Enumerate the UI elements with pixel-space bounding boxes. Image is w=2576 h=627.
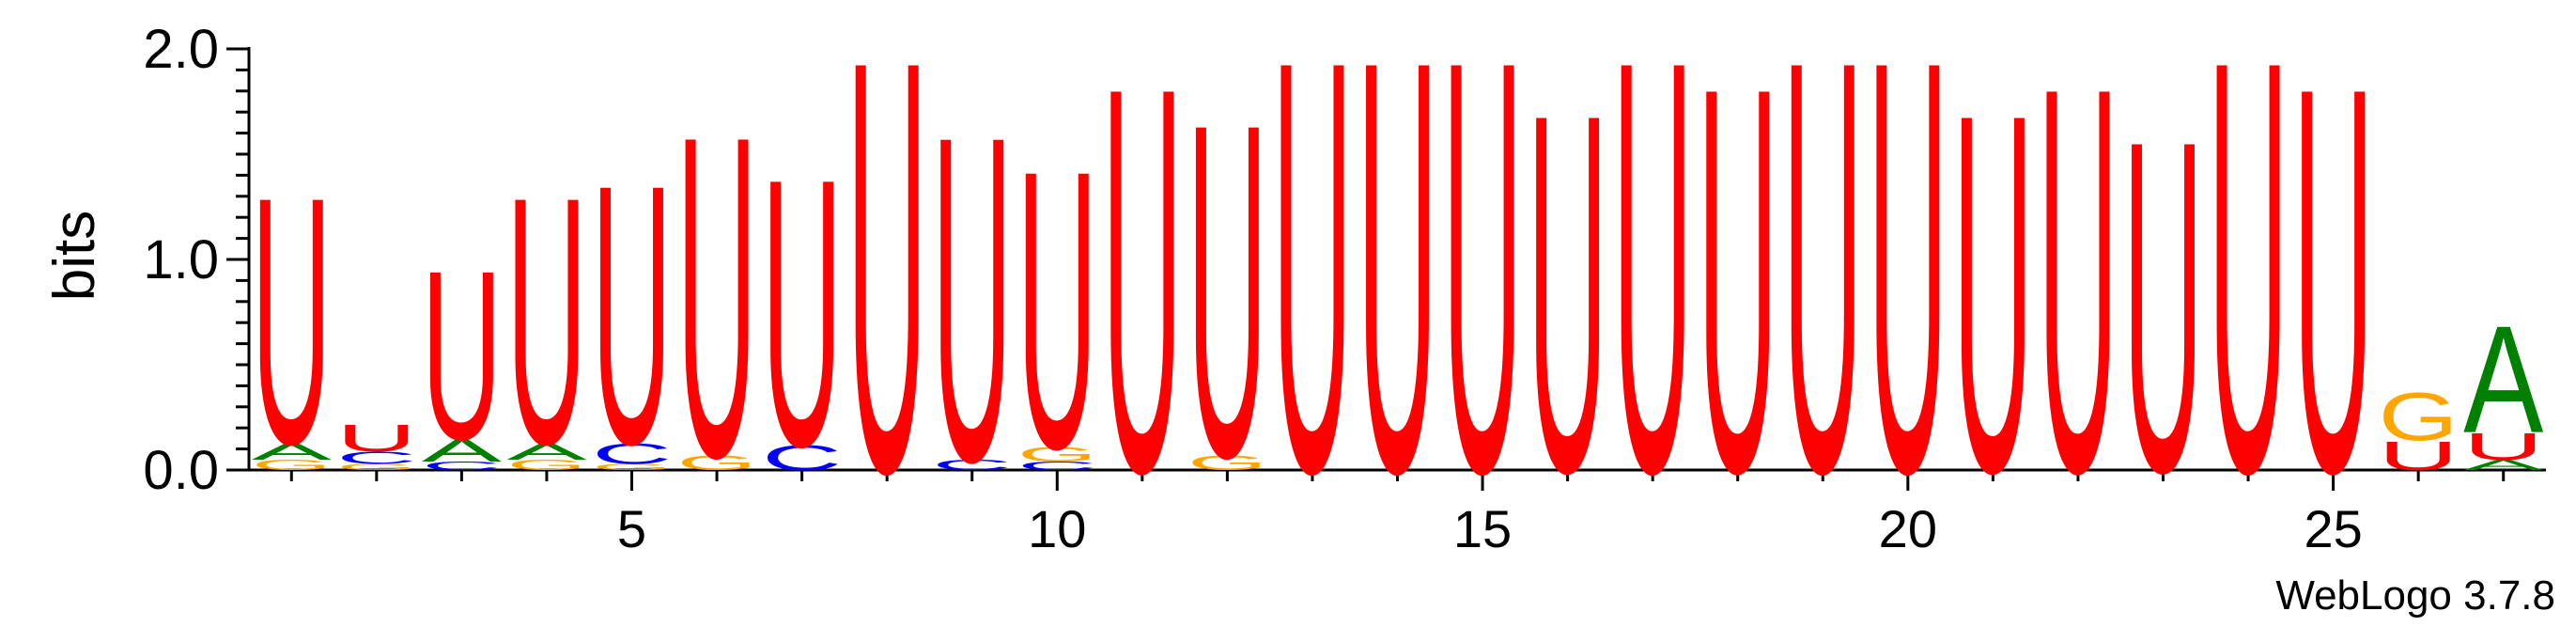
logo-letter-U: U <box>1102 0 1182 588</box>
logo-letter-G: G <box>592 462 672 472</box>
logo-letter-U: U <box>422 221 502 491</box>
logo-column: GU <box>676 41 756 553</box>
logo-letter-U: U <box>506 123 586 518</box>
logo-column: CGU <box>1017 87 1097 532</box>
logo-letter-G: G <box>506 457 586 474</box>
logo-letter-U: U <box>676 41 756 553</box>
logo-letter-C: C <box>592 437 672 470</box>
logo-letter-A: A <box>252 438 333 464</box>
logo-column: U <box>1272 0 1352 595</box>
logo-column: U <box>1868 0 1948 595</box>
logo-letter-U: U <box>336 416 416 460</box>
logo-letter-C: C <box>336 447 416 467</box>
logo-letter-U: U <box>2463 425 2543 468</box>
logo-letter-U: U <box>762 100 842 526</box>
logo-letter-U: U <box>1272 0 1352 595</box>
x-tick-label: 25 <box>2304 499 2362 558</box>
logo-column: UG <box>2379 379 2459 478</box>
logo-column: GCU <box>336 416 416 472</box>
logo-column: CU <box>762 100 842 526</box>
x-tick-label: 5 <box>617 499 646 558</box>
logo-letter-U: U <box>2379 433 2459 479</box>
logo-letter-U: U <box>2293 0 2373 588</box>
logo-column: U <box>2293 0 2373 588</box>
logo-letter-U: U <box>2038 0 2118 588</box>
logo-letter-U: U <box>932 40 1012 559</box>
y-tick-label: 2.0 <box>143 19 219 80</box>
axes-layer <box>226 47 2546 491</box>
logo-letter-U: U <box>1953 8 2033 579</box>
logo-letter-A: A <box>506 438 587 464</box>
logo-column: AUA <box>2463 294 2544 474</box>
logo-column: U <box>2208 0 2288 595</box>
logo-letter-U: U <box>1358 0 1437 595</box>
logo-letter-G: G <box>1187 451 1267 474</box>
logo-letter-G: G <box>677 451 757 474</box>
logo-letter-U: U <box>1017 87 1097 532</box>
logo-column: U <box>1698 0 1777 588</box>
logo-letter-U: U <box>252 123 332 518</box>
logo-letter-C: C <box>932 457 1012 473</box>
logo-column: U <box>1358 0 1437 595</box>
y-tick-label: 1.0 <box>143 229 219 290</box>
logo-column: GCU <box>592 108 672 522</box>
logo-column: U <box>1102 0 1182 588</box>
y-tick-label: 0.0 <box>143 440 219 501</box>
logo-letter-U: U <box>1698 0 1777 588</box>
logo-letter-C: C <box>1017 460 1097 473</box>
logo-column: U <box>1783 0 1863 595</box>
logo-letter-G: G <box>2379 379 2459 455</box>
logo-letter-A: A <box>2463 294 2544 464</box>
logo-letter-G: G <box>336 462 416 472</box>
logo-column: GAU <box>252 123 333 518</box>
logo-letter-A: A <box>2463 457 2544 473</box>
y-axis-label: bits <box>42 211 107 301</box>
logo-letter-U: U <box>1528 8 1607 579</box>
tick-labels: 0.0 1.0 2.0 5 10 15 20 25 <box>143 19 2362 558</box>
logo-column: CAU <box>422 221 503 491</box>
logo-letter-U: U <box>1783 0 1863 595</box>
logo-column: U <box>1613 0 1693 595</box>
logo-letter-U: U <box>847 0 927 595</box>
logo-column: U <box>1953 8 2033 579</box>
logo-column: GAU <box>506 123 587 518</box>
logo-column: U <box>2123 41 2203 571</box>
logo-letter-U: U <box>592 108 672 522</box>
logo-column: U <box>1442 0 1522 595</box>
logo-letter-U: U <box>1613 0 1693 595</box>
logo-column: GU <box>1187 24 1267 556</box>
logo-column: CU <box>932 40 1012 559</box>
logo-column: U <box>1528 8 1607 579</box>
x-tick-label: 10 <box>1028 499 1086 558</box>
logo-letter-G: G <box>252 457 332 474</box>
x-tick-label: 15 <box>1453 499 1512 558</box>
logo-letter-C: C <box>422 460 502 473</box>
logo-letter-U: U <box>1187 24 1267 556</box>
logo-column: U <box>2038 0 2118 588</box>
logo-letter-U: U <box>1442 0 1522 595</box>
logo-letter-U: U <box>2123 41 2203 571</box>
x-tick-label: 20 <box>1879 499 1937 558</box>
logo-letter-U: U <box>1868 0 1948 595</box>
logo-column: U <box>847 0 927 595</box>
logo-letter-U: U <box>2208 0 2288 595</box>
logo-letter-A: A <box>422 432 503 469</box>
logo-letter-C: C <box>762 438 842 478</box>
weblogo-credit: WebLogo 3.7.8 <box>2275 572 2555 619</box>
logo-letter-G: G <box>1017 443 1097 465</box>
